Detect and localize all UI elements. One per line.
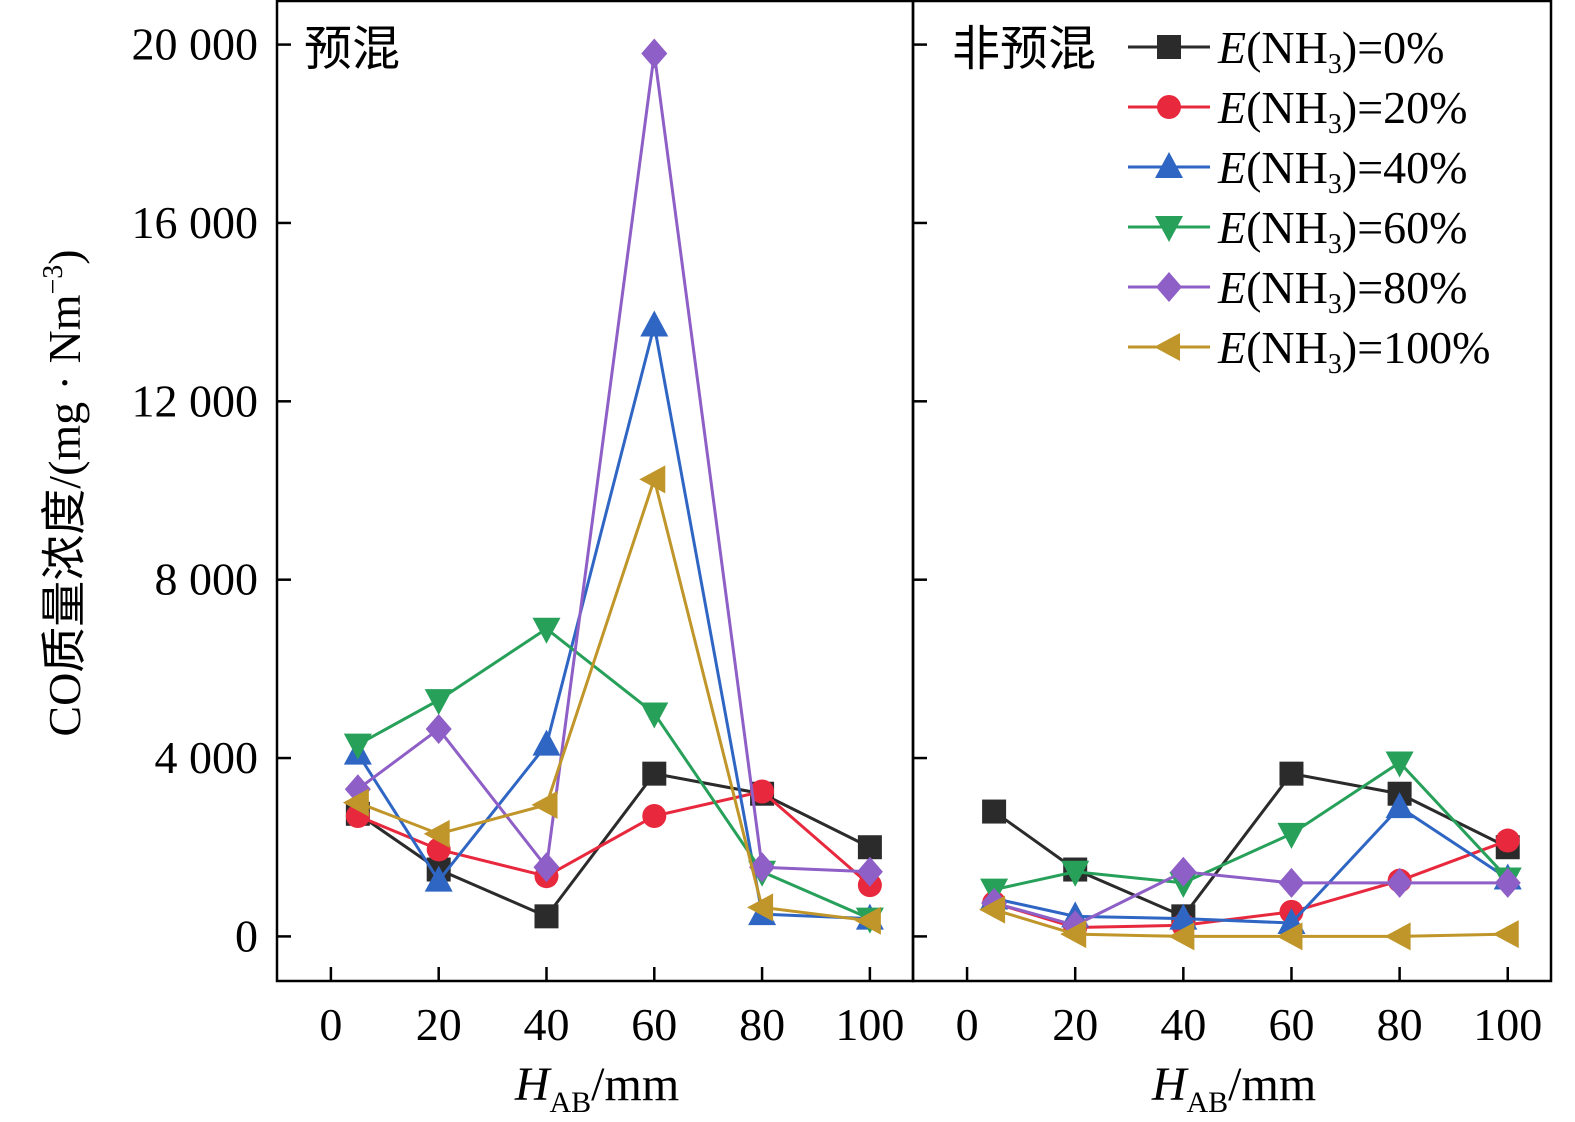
legend-marker — [1154, 333, 1180, 361]
data-point — [641, 38, 668, 69]
data-point — [749, 852, 776, 883]
y-tick-label: 8 000 — [155, 554, 259, 605]
data-point — [1278, 867, 1305, 898]
x-tick-label: 40 — [1160, 999, 1206, 1050]
data-point — [1384, 922, 1411, 951]
y-axis: 0 4 000 8 000 12 000 16 000 20 000 CO质量浓度/(mg … — [38, 19, 258, 962]
data-point — [1170, 856, 1197, 887]
data-point — [534, 904, 559, 929]
series-line — [993, 805, 1509, 925]
data-point — [1492, 920, 1519, 949]
data-point — [979, 895, 1006, 924]
series-line — [993, 772, 1509, 919]
data-point — [642, 804, 667, 829]
data-point — [424, 689, 453, 716]
series-line — [356, 325, 870, 921]
x-axis-label: HAB/mm — [514, 1058, 679, 1119]
data-point — [1494, 867, 1521, 898]
data-point — [1385, 792, 1414, 819]
panel-title: 预混 — [304, 23, 400, 76]
data-point — [750, 779, 775, 804]
legend: E(NH3)=0%E(NH3)=20%E(NH3)=40%E(NH3)=60%E… — [1128, 22, 1490, 380]
data-point — [1060, 920, 1087, 949]
legend-marker — [1155, 216, 1183, 242]
data-point — [1279, 761, 1304, 786]
data-point — [423, 819, 450, 848]
series-line — [357, 626, 871, 920]
data-point — [857, 835, 882, 860]
data-point — [1385, 751, 1414, 778]
y-tick-label: 12 000 — [132, 375, 259, 426]
data-point — [533, 852, 560, 883]
x-axis-label: HAB/mm — [1151, 1058, 1316, 1119]
data-point — [1168, 922, 1195, 951]
panel-non-premixed: 0 20 40 60 80 100 非预混 HAB/mm — [911, 0, 1553, 1119]
series-line — [993, 839, 1509, 929]
data-point — [747, 893, 774, 922]
series-line — [993, 870, 1508, 927]
data-point — [640, 702, 669, 729]
data-point — [531, 790, 558, 819]
data-point — [982, 799, 1007, 824]
legend-label: E(NH3)=60% — [1217, 202, 1467, 260]
legend-label: E(NH3)=100% — [1217, 322, 1490, 380]
data-point — [425, 714, 452, 745]
x-tick-label: 20 — [416, 999, 462, 1050]
x-tick-label: 0 — [956, 999, 979, 1050]
x-tick-label: 100 — [1473, 999, 1542, 1050]
data-point — [424, 865, 453, 892]
x-tick-label: 60 — [1268, 999, 1314, 1050]
y-tick-label: 20 000 — [132, 19, 259, 70]
x-tick-label: 100 — [835, 999, 904, 1050]
data-point — [854, 906, 881, 935]
data-point — [1386, 867, 1413, 898]
plot-frame — [911, 0, 1553, 983]
legend-label: E(NH3)=0% — [1217, 22, 1444, 80]
data-point — [532, 617, 561, 644]
data-point — [532, 729, 561, 756]
y-tick-label: 4 000 — [155, 732, 259, 783]
legend-marker — [1157, 35, 1181, 59]
x-tick-label: 40 — [523, 999, 569, 1050]
series-line — [357, 473, 871, 923]
series-line — [356, 53, 870, 874]
series-line — [993, 908, 1508, 938]
data-point — [856, 856, 883, 887]
data-point — [343, 733, 372, 760]
legend-label: E(NH3)=20% — [1217, 82, 1467, 140]
data-point — [342, 788, 369, 817]
data-point — [1169, 903, 1198, 930]
series-line — [993, 760, 1509, 892]
legend-marker — [1156, 272, 1182, 302]
x-tick-label: 0 — [319, 999, 342, 1050]
legend-label: E(NH3)=40% — [1217, 142, 1467, 200]
legend-marker — [1155, 152, 1183, 178]
series-line — [357, 789, 871, 887]
data-point — [1277, 822, 1306, 849]
data-point — [1495, 828, 1520, 853]
data-point — [639, 465, 666, 494]
data-point — [1061, 860, 1090, 887]
y-tick-label: 0 — [235, 910, 258, 961]
legend-label: E(NH3)=80% — [1217, 262, 1467, 320]
panel-premixed: 0 20 40 60 80 100 预混 HAB/mm — [275, 0, 915, 1119]
y-tick-label: 16 000 — [132, 197, 259, 248]
panel-title: 非预混 — [952, 23, 1096, 76]
x-tick-label: 80 — [1377, 999, 1423, 1050]
x-tick-label: 20 — [1052, 999, 1098, 1050]
data-point — [640, 310, 669, 337]
data-point — [1276, 922, 1303, 951]
y-axis-label: CO质量浓度/(mg · Nm−3) — [38, 249, 90, 736]
x-tick-label: 60 — [631, 999, 677, 1050]
legend-marker — [1157, 95, 1181, 119]
x-tick-label: 80 — [739, 999, 785, 1050]
data-point — [642, 761, 667, 786]
